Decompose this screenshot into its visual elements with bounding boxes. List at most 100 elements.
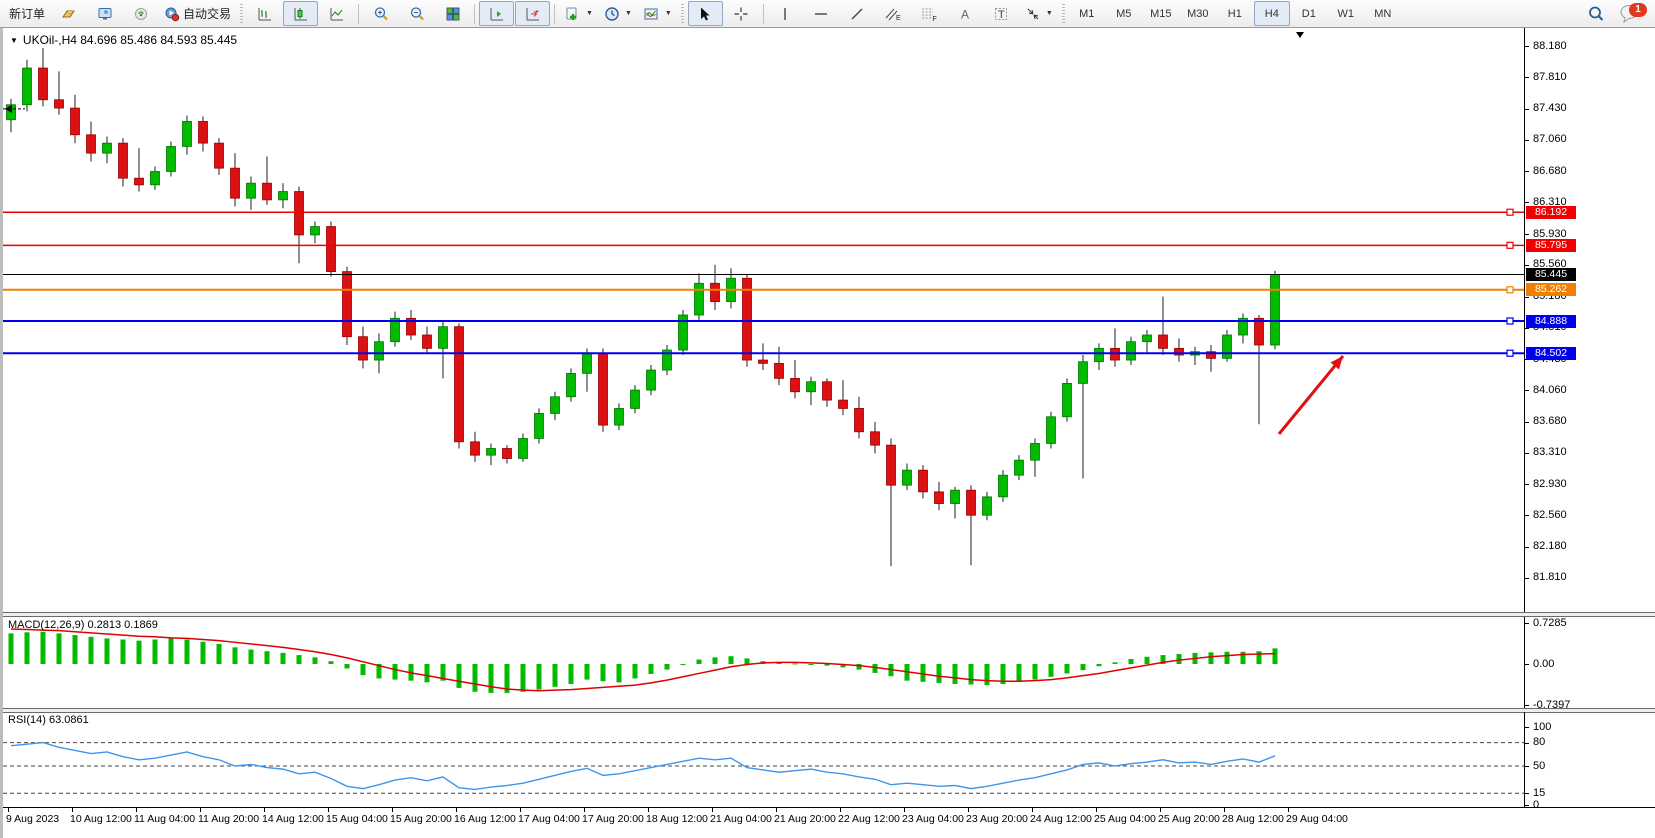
search-button[interactable]	[1578, 1, 1613, 26]
timeframe-h1-button[interactable]: H1	[1217, 1, 1253, 26]
timeframe-h4-button[interactable]: H4	[1253, 1, 1290, 26]
zoom-out-button[interactable]	[399, 1, 434, 26]
chart-shift-marker[interactable]	[1296, 32, 1304, 38]
price-tick-dash	[1524, 77, 1529, 79]
pane-divider[interactable]	[3, 708, 1655, 713]
price-tick-dash	[1524, 296, 1529, 298]
macd-plot[interactable]	[3, 617, 1524, 708]
new-order-button[interactable]: 新订单	[4, 1, 50, 26]
macd-tick-label: 0.00	[1533, 657, 1555, 670]
time-label: 17 Aug 20:00	[582, 813, 644, 825]
terminal-button[interactable]	[87, 1, 122, 26]
time-label: 15 Aug 04:00	[326, 813, 388, 825]
arrows-button[interactable]: ▼	[1020, 1, 1058, 26]
rsi-tick-label: 100	[1533, 720, 1552, 733]
fibo-letter: F	[933, 16, 937, 22]
price-line-badge: 85.445	[1526, 268, 1576, 282]
price-tick-dash	[1524, 202, 1529, 204]
periods-button[interactable]: ▼	[599, 1, 637, 26]
chart-shift-button[interactable]	[515, 1, 551, 26]
candlestick-chart-button[interactable]	[283, 1, 319, 26]
timeframe-w1-button[interactable]: W1	[1328, 1, 1364, 26]
time-label: 22 Aug 12:00	[838, 813, 900, 825]
timeframe-d1-button[interactable]: D1	[1291, 1, 1327, 26]
timeframe-label: D1	[1301, 7, 1316, 20]
time-label: 23 Aug 04:00	[902, 813, 964, 825]
rsi-plot[interactable]	[3, 712, 1524, 807]
trendline-button[interactable]	[840, 1, 875, 26]
price-tick-dash	[1524, 46, 1529, 48]
tile-windows-button[interactable]	[435, 1, 470, 26]
toolbar-grip[interactable]	[680, 3, 684, 24]
price-tick-dash	[1524, 452, 1529, 454]
timeframe-m5-button[interactable]: M5	[1106, 1, 1142, 26]
time-tick	[648, 808, 649, 812]
trendline-icon	[851, 8, 863, 19]
notifications-button[interactable]: 1	[1619, 2, 1647, 26]
rsi-tick-dash	[1524, 727, 1529, 728]
new-order-label: 新订单	[9, 7, 46, 21]
macd-tick-dash	[1524, 705, 1529, 707]
fibonacci-button[interactable]: F	[912, 1, 947, 26]
toolbar-separator	[762, 3, 764, 24]
collapse-caret-icon[interactable]: ▼	[10, 35, 18, 45]
autotrading-button[interactable]: 自动交易	[159, 1, 236, 26]
time-label: 18 Aug 12:00	[646, 813, 708, 825]
signal-icon	[134, 7, 147, 20]
equidistant-channel-button[interactable]: E	[876, 1, 911, 26]
chevron-down-icon: ▼	[664, 10, 672, 17]
crosshair-icon	[734, 7, 748, 20]
zoom-in-button[interactable]	[363, 1, 398, 26]
zoom-out-icon	[410, 6, 424, 20]
timeframe-m30-button[interactable]: M30	[1180, 1, 1216, 26]
time-axis[interactable]: 9 Aug 2023 10 Aug 12:00 11 Aug 04:00 11 Aug…	[3, 807, 1655, 838]
fibonacci-icon: F	[922, 8, 937, 22]
vertical-line-button[interactable]	[768, 1, 803, 26]
pane-divider[interactable]	[3, 612, 1655, 617]
auto-scroll-button[interactable]	[479, 1, 515, 26]
signals-button[interactable]	[123, 1, 158, 26]
time-tick	[1224, 808, 1225, 812]
toolbar-grip[interactable]	[240, 3, 244, 24]
price-tick-label: 87.430	[1533, 102, 1567, 115]
price-tick-label: 85.560	[1533, 258, 1567, 271]
hlines-layer[interactable]	[3, 208, 1524, 357]
arrow-annotation[interactable]	[1277, 353, 1347, 435]
time-label: 25 Aug 20:00	[1158, 813, 1220, 825]
toolbar-grip[interactable]	[1061, 3, 1065, 24]
toolbar-separator	[474, 3, 476, 24]
chevron-down-icon: ▼	[1045, 10, 1053, 17]
timeframe-m1-button[interactable]: M1	[1069, 1, 1105, 26]
timeframe-m15-button[interactable]: M15	[1143, 1, 1179, 26]
cursor-button[interactable]	[687, 1, 723, 26]
price-tick-dash	[1524, 139, 1529, 141]
market-watch-button[interactable]	[51, 1, 86, 26]
main-chart-pane: ▼ UKOil-,H4 84.696 85.486 84.593 85.445 …	[3, 28, 1655, 612]
indicators-button[interactable]: ▼	[638, 1, 677, 26]
price-tick-label: 88.180	[1533, 39, 1567, 52]
crosshair-button[interactable]	[724, 1, 759, 26]
text-label-button[interactable]: T	[984, 1, 1019, 26]
time-tick	[200, 808, 201, 812]
horizontal-line-button[interactable]	[804, 1, 839, 26]
time-tick	[840, 808, 841, 812]
price-tick-label: 85.930	[1533, 227, 1567, 240]
time-tick	[584, 808, 585, 812]
time-tick	[1096, 808, 1097, 812]
autotrading-icon	[165, 7, 180, 21]
text-button[interactable]: A	[948, 1, 983, 26]
line-chart-button[interactable]	[319, 1, 354, 26]
bar-chart-icon	[258, 7, 271, 20]
bar-chart-button[interactable]	[247, 1, 282, 26]
rsi-tick-dash	[1524, 742, 1529, 744]
price-tick-dash	[1524, 484, 1529, 486]
time-label: 23 Aug 20:00	[966, 813, 1028, 825]
macd-tick-label: 0.7285	[1533, 617, 1567, 629]
main-plot[interactable]	[3, 28, 1524, 612]
rsi-axis-border	[1524, 712, 1525, 807]
new-chart-button[interactable]: ▼	[559, 1, 598, 26]
channel-letter: E	[896, 15, 901, 22]
timeframe-mn-button[interactable]: MN	[1365, 1, 1401, 26]
macd-tick-label: -0.7397	[1533, 698, 1571, 711]
terminal-icon	[98, 7, 112, 19]
